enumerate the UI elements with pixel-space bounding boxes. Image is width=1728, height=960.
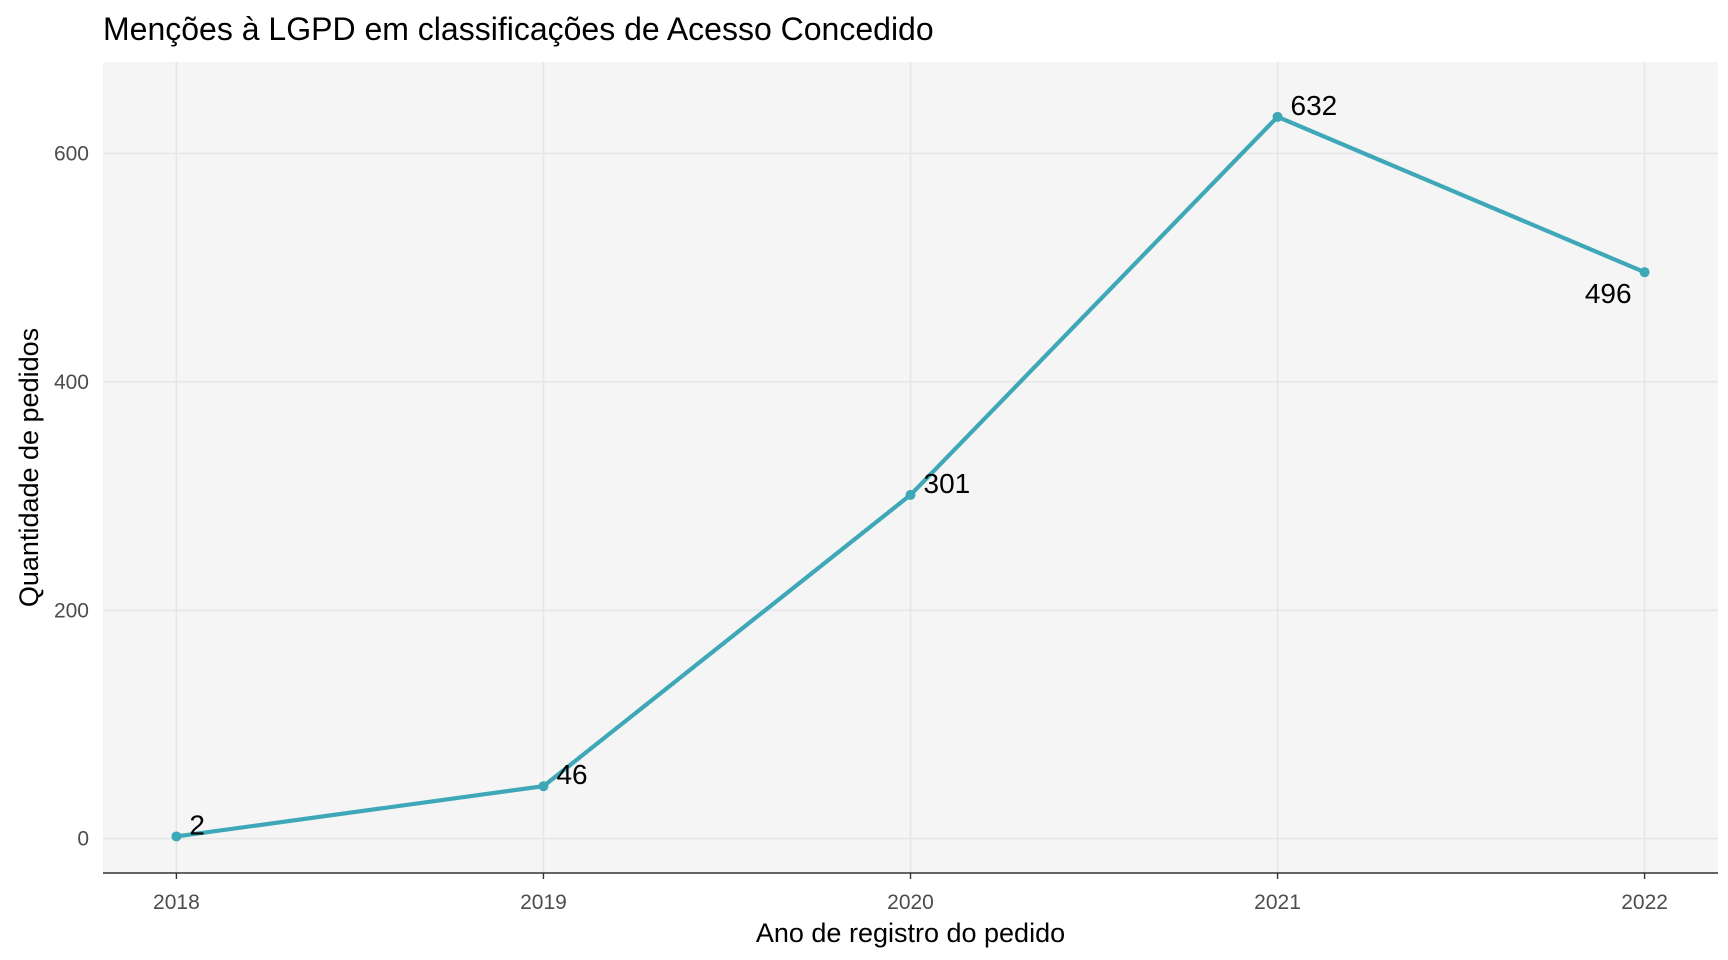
data-point [1272, 111, 1283, 122]
gridlines [103, 62, 1718, 873]
data-point [171, 831, 182, 842]
x-axis-title: Ano de registro do pedido [756, 918, 1065, 948]
data-point [905, 489, 916, 500]
x-tick-label: 2020 [887, 891, 934, 914]
y-tick-label: 0 [77, 828, 89, 851]
y-tick-label: 200 [54, 599, 89, 622]
x-tick-label: 2021 [1254, 891, 1301, 914]
axes: 0 200 400 600 2018 2019 2020 2021 2022 [54, 142, 1718, 914]
data-point [538, 781, 549, 792]
x-tick-label: 2019 [520, 891, 567, 914]
data-point [1639, 267, 1650, 278]
data-label: 46 [556, 759, 587, 790]
data-labels: 2 46 301 632 496 [189, 90, 1631, 841]
chart-title: Menções à LGPD em classificações de Aces… [103, 11, 934, 47]
y-axis-title: Quantidade de pedidos [14, 328, 44, 607]
data-label: 632 [1291, 90, 1338, 121]
y-tick-label: 400 [54, 371, 89, 394]
y-tick-label: 600 [54, 142, 89, 165]
data-label: 301 [924, 468, 971, 499]
x-tick-label: 2022 [1621, 891, 1668, 914]
x-tick-label: 2018 [153, 891, 200, 914]
series-layer [171, 111, 1650, 842]
data-label: 2 [189, 809, 205, 840]
data-label: 496 [1585, 278, 1632, 309]
